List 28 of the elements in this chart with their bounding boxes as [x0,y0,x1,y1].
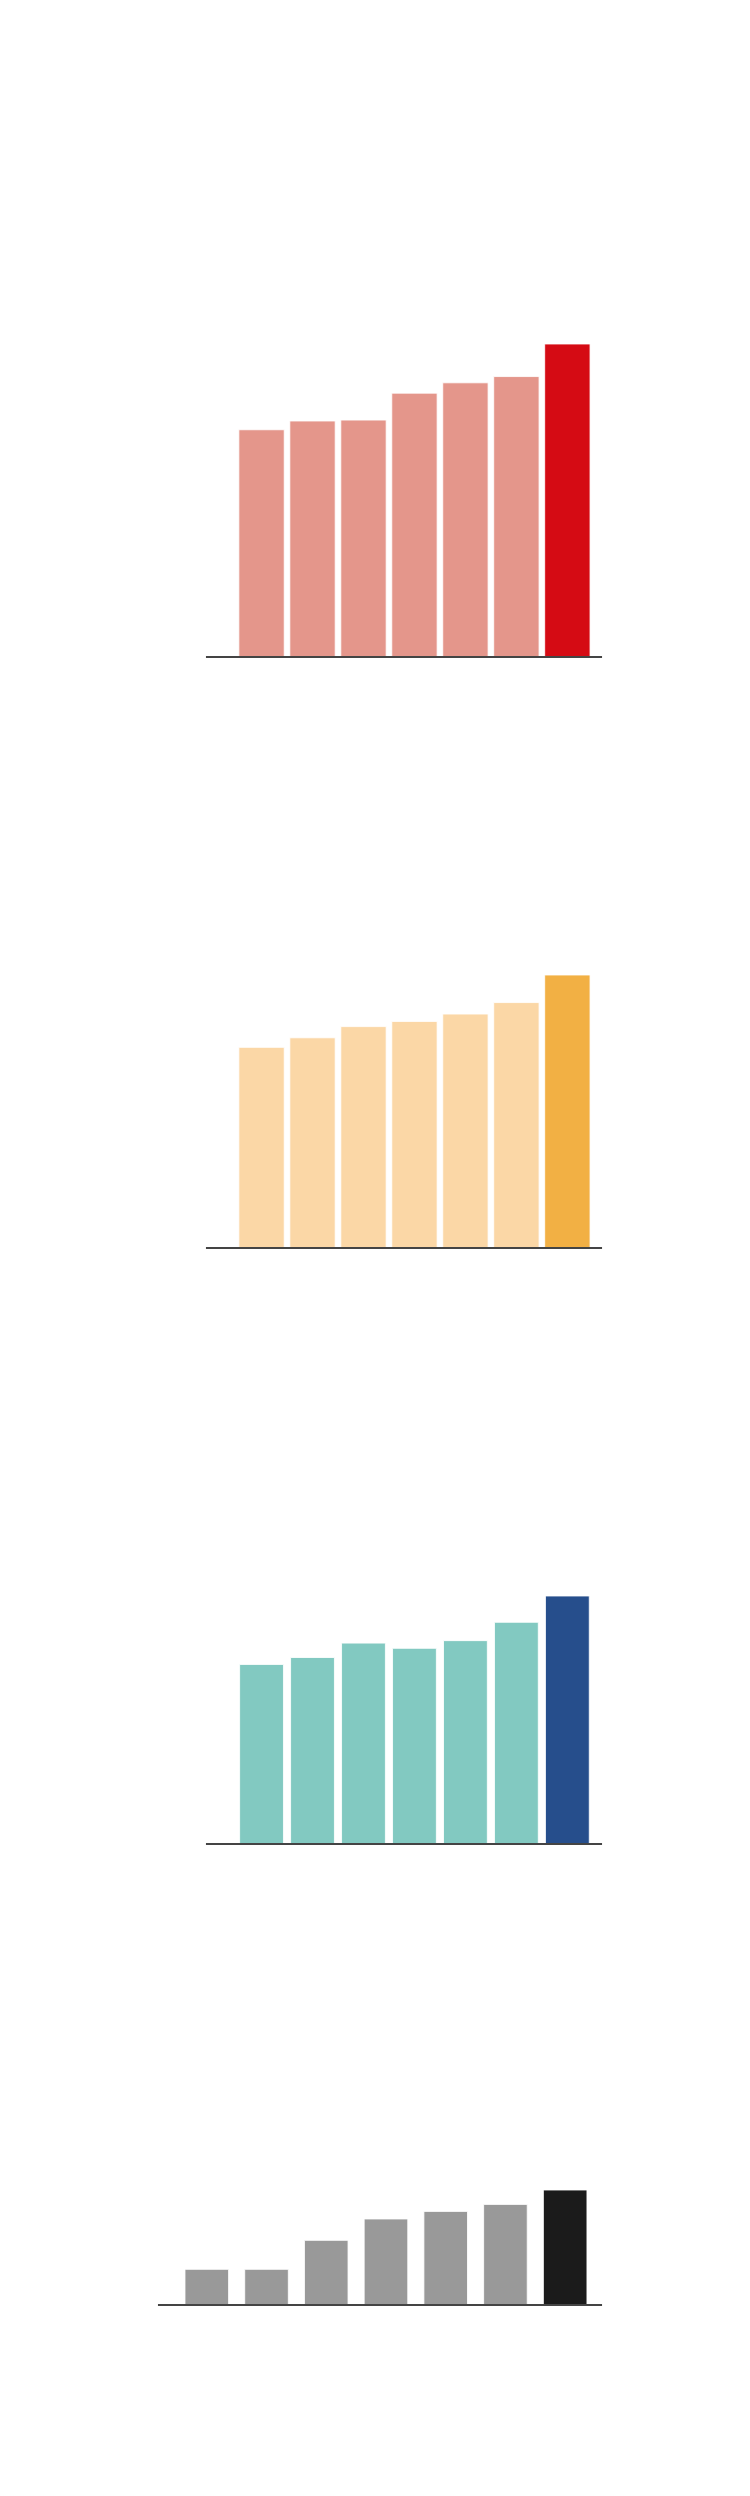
bar [494,1621,539,1845]
bar [423,2210,468,2305]
bar [493,376,540,657]
bar [304,2239,349,2305]
bar [544,974,591,1248]
bar [545,1595,590,1845]
bar [544,343,591,657]
bar [442,1013,489,1248]
bar [442,382,489,657]
bar [483,2203,528,2305]
bar [238,1046,285,1248]
bar [542,2189,588,2305]
bar [289,420,336,657]
bar [184,2268,230,2305]
bar [391,1020,438,1248]
bar [341,1642,386,1845]
bar [363,2218,409,2305]
bar [392,1647,437,1845]
bar [493,1002,540,1248]
bar [391,392,438,657]
bar [340,419,387,657]
bar [443,1640,488,1845]
bar [340,1026,387,1248]
bar [244,2268,289,2305]
bar [290,1657,335,1845]
bar [238,429,285,657]
bar [239,1664,284,1845]
bar [289,1037,336,1248]
